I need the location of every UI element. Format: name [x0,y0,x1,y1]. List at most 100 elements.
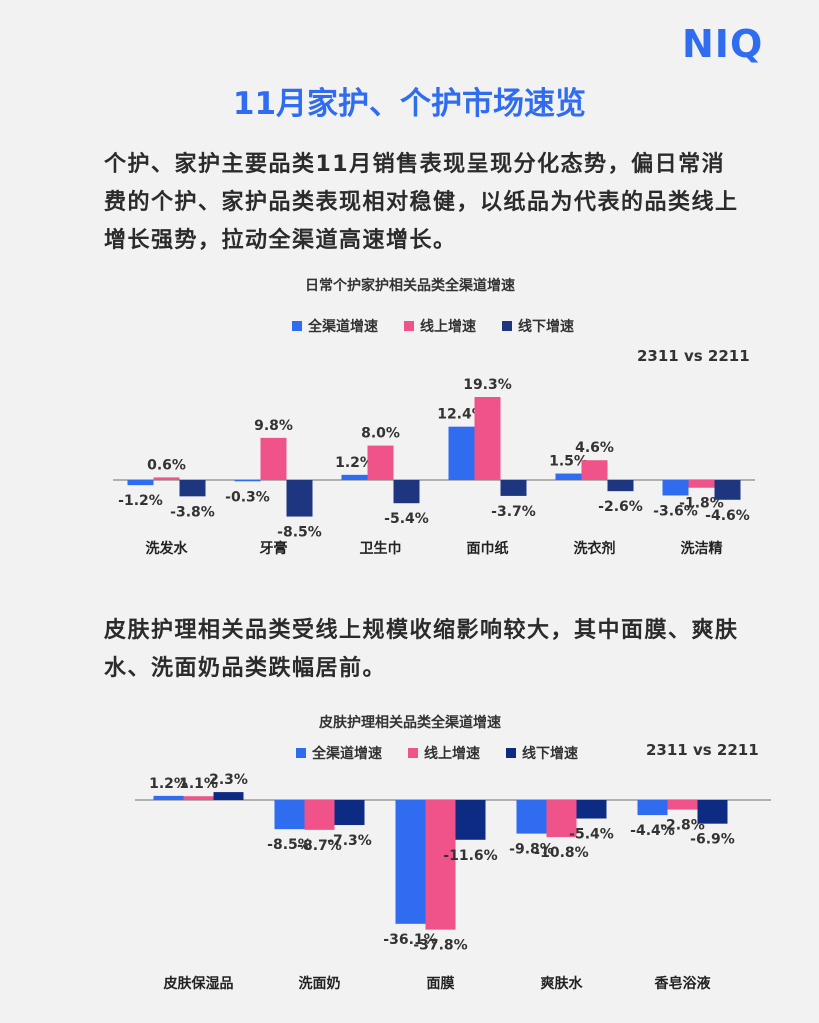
legend-label: 全渠道增速 [308,319,378,335]
chart1-bar [286,480,313,517]
chart2-bar [425,800,456,930]
chart2-data-label: 2.3% [209,772,248,788]
chart2-bar [516,800,547,834]
chart2-period: 2311 vs 2211 [646,741,759,759]
chart2-data-label: -8.5% [267,837,312,853]
chart1-title: 日常个护家护相关品类全渠道增速 [305,278,515,294]
summary-paragraph-2: 皮肤护理相关品类受线上规模收缩影响较大，其中面膜、爽肤水、洗面奶品类跌幅居前。 [104,618,739,681]
niq-logo: NIQ [682,22,764,66]
chart1-bar [448,426,475,480]
chart1-category-label: 面巾纸 [467,540,509,557]
legend-swatch [506,748,516,758]
chart1-data-label: -2.6% [598,499,643,515]
chart2-data-label: -7.3% [327,833,372,849]
chart2-data-label: 1.2% [149,776,188,792]
legend-label: 线下增速 [522,746,578,762]
chart1-bar [688,480,715,488]
chart1-data-label: -0.3% [225,489,270,505]
chart2-category-label: 爽肤水 [541,975,584,992]
chart1-legend-item-online: 线上增速 [404,316,476,336]
chart1-data-label: 12.4% [437,407,486,423]
legend-swatch [296,748,306,758]
chart2-data-label: -6.9% [690,832,735,848]
chart2-bar [546,800,577,838]
chart1-bar [555,473,582,480]
legend-label: 线下增速 [518,319,574,335]
chart1-data-label: 9.8% [254,418,293,434]
chart2-legend-item-online: 线上增速 [408,743,480,763]
chart1-data-label: -4.6% [705,508,750,524]
chart2-bar [274,800,305,830]
chart2-data-label: -36.1% [383,932,437,948]
chart1-bar [127,480,154,486]
chart2-bar [455,800,486,840]
chart1-legend-item-offline: 线下增速 [502,316,574,336]
chart1-data-label: 19.3% [463,377,512,393]
chart2-data-label: -9.8% [509,842,554,858]
chart1-bar [234,480,261,482]
chart2-category-label: 香皂浴液 [654,975,712,992]
chart1-data-label: -1.2% [118,493,163,509]
chart1-data-label: -1.8% [679,496,724,512]
chart1-bar [662,480,689,496]
chart2-bar [334,800,365,826]
chart2-bar [395,800,426,924]
chart1-bar [607,480,634,492]
chart1-data-label: -3.6% [653,503,698,519]
chart2-bar [697,800,728,824]
chart1-category-label: 牙膏 [260,540,288,557]
chart2-bar [576,800,607,819]
chart1-data-label: 1.5% [549,454,588,470]
legend-swatch [404,321,414,331]
chart2-legend: 全渠道增速 线上增速 线下增速 [296,743,578,763]
chart1-bar [260,437,287,480]
chart1-period: 2311 vs 2211 [637,347,750,365]
chart1-bar [714,480,741,500]
legend-swatch [408,748,418,758]
chart1-bar [341,474,368,480]
chart2-legend-item-all: 全渠道增速 [296,743,382,763]
legend-label: 线上增速 [420,319,476,335]
legend-label: 全渠道增速 [312,746,382,762]
chart1-data-label: -5.4% [384,511,429,527]
chart2-data-label: -8.7% [297,838,342,854]
chart1-category-label: 洗洁精 [681,540,723,557]
chart1-data-label: 1.2% [335,455,374,471]
chart1-category-label: 洗衣剂 [574,540,616,557]
chart2-bar [213,792,244,800]
chart1-bar [179,480,206,497]
page-title: 11月家护、个护市场速览 [232,86,587,122]
chart1-data-label: -3.8% [170,504,215,520]
chart2-data-label: -11.6% [443,848,497,864]
chart1-data-label: 4.6% [575,440,614,456]
chart2-data-label: 1.1% [179,776,218,792]
chart1-bar [153,477,180,480]
chart2-category-label: 皮肤保湿品 [163,975,234,992]
legend-swatch [502,321,512,331]
chart1-data-label: -8.5% [277,525,322,541]
summary-paragraph-1: 个护、家护主要品类11月销售表现呈现分化态势，偏日常消费的个护、家护品类表现相对… [104,152,739,253]
chart2-bar [183,796,214,800]
legend-label: 线上增速 [424,746,480,762]
chart2-bar [304,800,335,830]
chart2-category-label: 面膜 [427,975,455,992]
chart1-category-label: 卫生巾 [360,540,402,557]
chart2-bar [637,800,668,816]
chart1-data-label: 0.6% [147,457,186,473]
chart1-legend: 全渠道增速 线上增速 线下增速 [292,316,574,336]
legend-swatch [292,321,302,331]
chart2-legend-item-offline: 线下增速 [506,743,578,763]
chart2-data-label: -4.4% [630,823,675,839]
chart2-bar [153,795,184,800]
chart1-bar [367,445,394,480]
chart1-legend-item-all: 全渠道增速 [292,316,378,336]
chart2-data-label: -10.8% [534,845,588,861]
chart1-bar [393,480,420,504]
chart2-data-label: -5.4% [569,827,614,843]
chart2-title: 皮肤护理相关品类全渠道增速 [319,715,501,731]
chart2-bar [667,800,698,810]
chart1-bar [500,480,527,496]
chart1-data-label: -3.7% [491,504,536,520]
chart1-data-label: 8.0% [361,426,400,442]
